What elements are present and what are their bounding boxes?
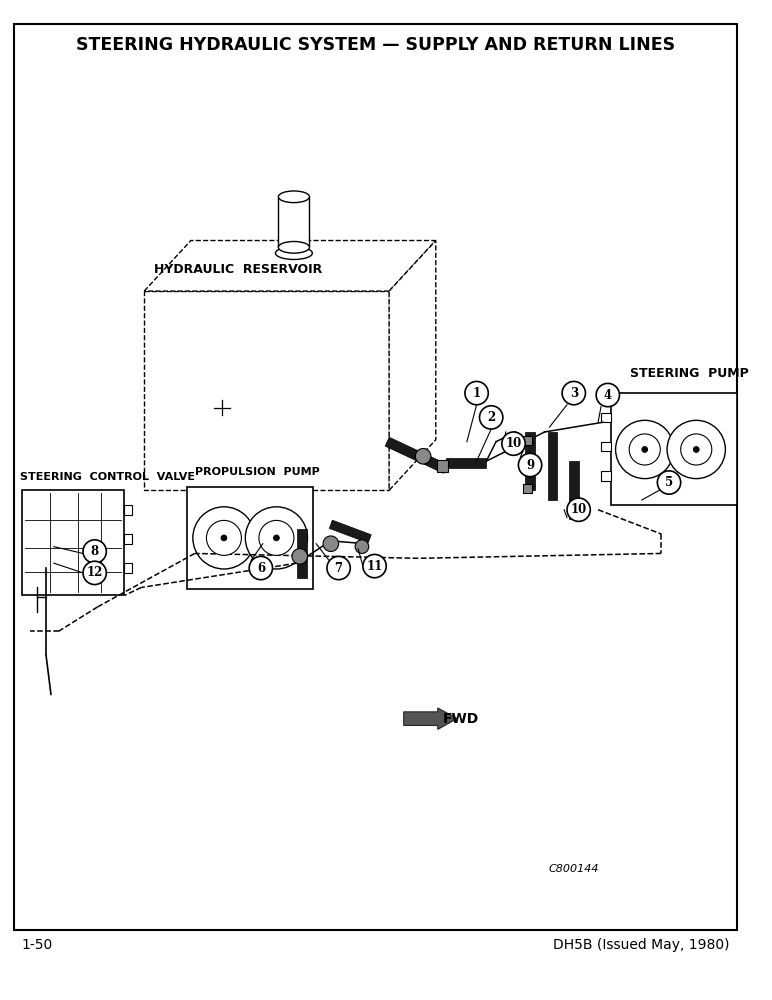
Text: 11: 11 <box>367 560 383 573</box>
Text: STEERING  CONTROL  VALVE: STEERING CONTROL VALVE <box>20 472 195 482</box>
Text: 9: 9 <box>526 459 534 472</box>
Circle shape <box>273 535 279 541</box>
Text: C800144: C800144 <box>549 864 599 874</box>
Text: 1: 1 <box>472 387 481 400</box>
Polygon shape <box>389 241 435 490</box>
Bar <box>124 563 131 573</box>
Text: 12: 12 <box>86 566 103 579</box>
Circle shape <box>363 554 386 578</box>
Circle shape <box>249 556 273 580</box>
Circle shape <box>615 420 674 479</box>
Bar <box>601 471 611 481</box>
Ellipse shape <box>279 241 310 253</box>
Circle shape <box>221 535 227 541</box>
Circle shape <box>596 383 619 407</box>
Polygon shape <box>445 458 486 468</box>
Bar <box>187 487 313 589</box>
Circle shape <box>667 420 726 479</box>
Text: HYDRAULIC  RESERVOIR: HYDRAULIC RESERVOIR <box>154 263 322 276</box>
Circle shape <box>502 432 525 455</box>
Bar <box>279 197 310 247</box>
Circle shape <box>479 406 503 429</box>
Circle shape <box>465 381 488 405</box>
Circle shape <box>292 549 307 564</box>
Polygon shape <box>569 461 579 519</box>
Text: FWD: FWD <box>442 712 479 726</box>
Bar <box>22 490 124 595</box>
Bar <box>523 459 532 468</box>
Circle shape <box>259 520 294 555</box>
Polygon shape <box>144 241 435 291</box>
Text: 10: 10 <box>506 437 522 450</box>
Ellipse shape <box>276 247 313 259</box>
Circle shape <box>355 540 369 553</box>
Circle shape <box>415 448 431 464</box>
Polygon shape <box>525 432 535 490</box>
Text: 1-50: 1-50 <box>22 938 53 952</box>
Text: STEERING  PUMP: STEERING PUMP <box>630 367 749 380</box>
Circle shape <box>629 434 660 465</box>
Text: 5: 5 <box>665 476 673 489</box>
Circle shape <box>206 520 242 555</box>
Bar <box>611 393 737 505</box>
Bar <box>124 534 131 544</box>
Circle shape <box>83 561 107 585</box>
Bar <box>601 413 611 422</box>
Circle shape <box>323 536 339 552</box>
Circle shape <box>642 447 648 452</box>
Circle shape <box>83 540 107 563</box>
Bar <box>523 484 532 493</box>
Text: 2: 2 <box>487 411 496 424</box>
Circle shape <box>327 556 350 580</box>
Polygon shape <box>330 520 371 543</box>
Bar <box>601 442 611 451</box>
Text: 3: 3 <box>570 387 578 400</box>
Circle shape <box>693 447 699 452</box>
Polygon shape <box>296 529 306 578</box>
Bar <box>437 460 449 472</box>
Polygon shape <box>385 437 448 473</box>
Circle shape <box>562 381 585 405</box>
Text: 10: 10 <box>571 503 587 516</box>
Bar <box>124 505 131 515</box>
Text: DH5B (Issued May, 1980): DH5B (Issued May, 1980) <box>553 938 730 952</box>
Text: 7: 7 <box>334 562 343 575</box>
Text: 6: 6 <box>257 562 265 575</box>
FancyArrow shape <box>404 708 457 729</box>
Circle shape <box>245 507 307 569</box>
Text: PROPULSION  PUMP: PROPULSION PUMP <box>195 467 320 477</box>
Circle shape <box>681 434 712 465</box>
Text: STEERING HYDRAULIC SYSTEM — SUPPLY AND RETURN LINES: STEERING HYDRAULIC SYSTEM — SUPPLY AND R… <box>76 36 675 54</box>
Text: 4: 4 <box>604 389 612 402</box>
Polygon shape <box>547 432 557 500</box>
Ellipse shape <box>279 191 310 203</box>
Circle shape <box>658 471 681 494</box>
Bar <box>523 436 532 445</box>
Bar <box>144 291 389 490</box>
Circle shape <box>193 507 255 569</box>
Text: 8: 8 <box>90 545 99 558</box>
Circle shape <box>518 453 542 477</box>
Circle shape <box>567 498 591 521</box>
